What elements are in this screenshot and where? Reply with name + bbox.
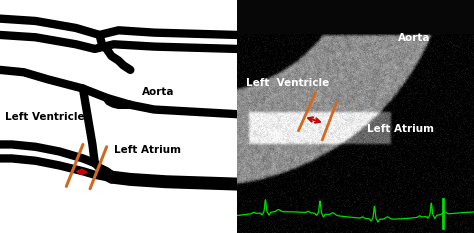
- Text: Left Atrium: Left Atrium: [114, 145, 181, 155]
- Text: Left Atrium: Left Atrium: [367, 124, 434, 134]
- Text: Left  Ventricle: Left Ventricle: [246, 78, 330, 88]
- Text: Left Ventricle: Left Ventricle: [5, 112, 84, 121]
- Text: Aorta: Aorta: [398, 34, 431, 43]
- Text: Aorta: Aorta: [142, 87, 175, 97]
